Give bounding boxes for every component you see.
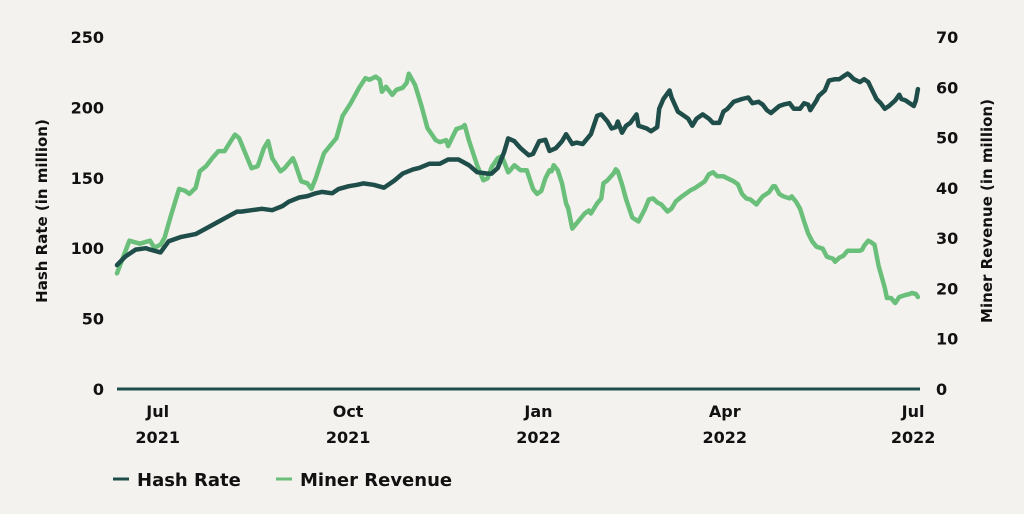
y-right-tick-label: 40 [936,179,958,198]
series-line-hash-rate [114,71,921,268]
y-left-tick-label: 0 [93,380,104,399]
x-axis-ticks: Jul 2021 Oct 2021 Jan 2022 Apr 2022 Jul 2022 [135,402,935,447]
y-axis-left-ticks: 0 50 100 150 200 250 [71,28,104,399]
x-tick-label-month: Oct [333,402,364,421]
y-right-tick-label: 60 [936,78,958,97]
x-tick-label-month: Apr [709,402,741,421]
y-right-tick-label: 50 [936,129,958,148]
x-tick-label-month: Jul [901,402,925,421]
y-left-tick-label: 250 [71,28,104,47]
y-right-tick-label: 70 [936,28,958,47]
y-axis-left-title: Hash Rate (in million) [33,119,51,303]
series-layer [114,71,921,306]
legend-label-hash-rate: Hash Rate [137,470,241,491]
x-tick-label-year: 2021 [326,428,371,447]
legend: Hash Rate Miner Revenue [113,470,452,491]
x-tick-label-month: Jul [145,402,169,421]
legend-label-miner-revenue: Miner Revenue [300,470,452,491]
x-tick-label-month: Jan [523,402,552,421]
y-right-tick-label: 10 [936,330,958,349]
x-tick-label-year: 2022 [702,428,747,447]
x-tick-label-year: 2022 [891,428,936,447]
y-left-tick-label: 150 [71,169,104,188]
y-axis-right-title: Miner Revenue (in million) [978,99,996,323]
x-tick-label-year: 2021 [135,428,180,447]
y-right-tick-label: 0 [936,380,947,399]
y-left-tick-label: 100 [71,239,104,258]
y-left-tick-label: 50 [82,310,104,329]
y-axis-right-ticks: 0 10 20 30 40 50 60 70 [936,28,958,399]
x-tick-label-year: 2022 [516,428,561,447]
y-right-tick-label: 30 [936,229,958,248]
y-right-tick-label: 20 [936,279,958,298]
y-left-tick-label: 200 [71,98,104,117]
series-line-miner-revenue [114,71,921,306]
